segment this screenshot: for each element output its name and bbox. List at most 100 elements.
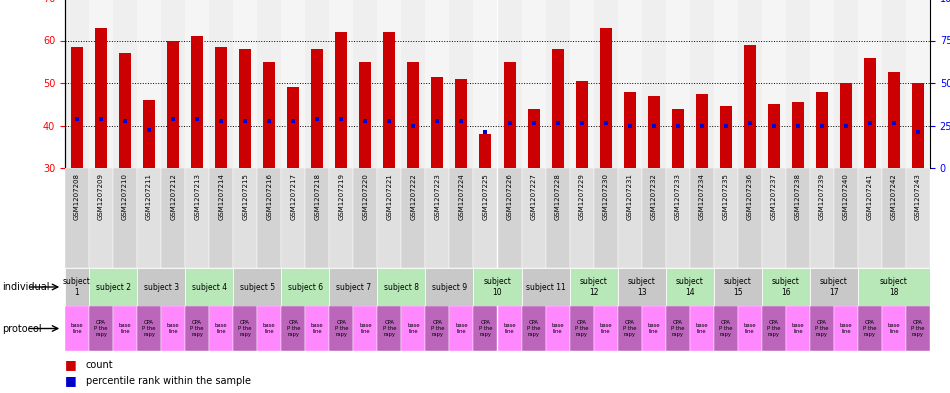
Bar: [377, 168, 402, 268]
Bar: [762, 168, 786, 268]
Text: base
line: base line: [647, 323, 660, 334]
Text: subject 11: subject 11: [525, 283, 565, 292]
Text: base
line: base line: [744, 323, 756, 334]
Bar: [89, 0, 113, 168]
Text: GSM1207225: GSM1207225: [483, 173, 488, 220]
Text: GSM1207235: GSM1207235: [723, 173, 729, 220]
Bar: [263, 62, 276, 168]
Bar: [809, 306, 834, 351]
Text: CPA
P the
rapy: CPA P the rapy: [767, 320, 781, 337]
Bar: [353, 306, 377, 351]
Text: GSM1207211: GSM1207211: [146, 173, 152, 220]
Bar: [641, 0, 666, 168]
Bar: [65, 268, 89, 306]
Bar: [690, 0, 713, 168]
Bar: [449, 168, 473, 268]
Bar: [185, 306, 209, 351]
Bar: [713, 306, 738, 351]
Text: GSM1207233: GSM1207233: [674, 173, 681, 220]
Bar: [185, 0, 209, 168]
Text: base
line: base line: [70, 323, 84, 334]
Text: GSM1207236: GSM1207236: [747, 173, 752, 220]
Bar: [480, 134, 491, 168]
Text: GSM1207213: GSM1207213: [194, 173, 200, 220]
Text: GSM1207223: GSM1207223: [434, 173, 441, 220]
Bar: [498, 168, 522, 268]
Bar: [402, 306, 426, 351]
Bar: [162, 306, 185, 351]
Bar: [162, 0, 185, 168]
Bar: [762, 306, 786, 351]
Bar: [305, 168, 330, 268]
Bar: [570, 306, 594, 351]
Text: subject
1: subject 1: [63, 277, 91, 297]
Text: GSM1207209: GSM1207209: [98, 173, 104, 220]
Text: CPA
P the
rapy: CPA P the rapy: [623, 320, 636, 337]
Text: GSM1207227: GSM1207227: [530, 173, 537, 220]
Bar: [618, 0, 641, 168]
Bar: [377, 306, 402, 351]
Text: CPA
P the
rapy: CPA P the rapy: [671, 320, 684, 337]
Text: individual: individual: [2, 282, 49, 292]
Bar: [137, 306, 162, 351]
Text: CPA
P the
rapy: CPA P the rapy: [864, 320, 877, 337]
Text: GSM1207210: GSM1207210: [122, 173, 128, 220]
Bar: [738, 0, 762, 168]
Text: base
line: base line: [119, 323, 131, 334]
Bar: [287, 87, 299, 168]
Bar: [455, 79, 467, 168]
Text: GSM1207230: GSM1207230: [602, 173, 609, 220]
Bar: [888, 72, 900, 168]
Bar: [641, 306, 666, 351]
Text: subject
18: subject 18: [880, 277, 908, 297]
Text: GSM1207237: GSM1207237: [770, 173, 777, 220]
Text: CPA
P the
rapy: CPA P the rapy: [287, 320, 300, 337]
Bar: [594, 168, 618, 268]
Text: GSM1207212: GSM1207212: [170, 173, 176, 220]
Text: CPA
P the
rapy: CPA P the rapy: [575, 320, 588, 337]
Text: ■: ■: [65, 375, 77, 387]
Text: GSM1207243: GSM1207243: [915, 173, 921, 220]
Bar: [162, 168, 185, 268]
Bar: [840, 83, 852, 168]
Bar: [449, 0, 473, 168]
Bar: [792, 102, 804, 168]
Bar: [570, 168, 594, 268]
Text: subject
17: subject 17: [820, 277, 847, 297]
Text: GSM1207215: GSM1207215: [242, 173, 248, 220]
Bar: [233, 0, 257, 168]
Bar: [522, 0, 545, 168]
Bar: [473, 168, 498, 268]
Bar: [281, 0, 305, 168]
Text: GSM1207232: GSM1207232: [651, 173, 656, 220]
Bar: [65, 306, 89, 351]
Text: subject
12: subject 12: [580, 277, 608, 297]
Bar: [666, 0, 690, 168]
Bar: [666, 306, 690, 351]
Text: GSM1207217: GSM1207217: [291, 173, 296, 220]
Bar: [377, 0, 402, 168]
Text: base
line: base line: [840, 323, 852, 334]
Text: CPA
P the
rapy: CPA P the rapy: [142, 320, 156, 337]
Bar: [426, 268, 473, 306]
Bar: [65, 0, 89, 168]
Bar: [594, 0, 618, 168]
Text: CPA
P the
rapy: CPA P the rapy: [719, 320, 732, 337]
Text: base
line: base line: [791, 323, 804, 334]
Text: base
line: base line: [551, 323, 564, 334]
Bar: [504, 62, 516, 168]
Text: CPA
P the
rapy: CPA P the rapy: [383, 320, 396, 337]
Bar: [335, 32, 348, 168]
Bar: [209, 306, 233, 351]
Bar: [690, 168, 713, 268]
Bar: [431, 77, 444, 168]
Bar: [113, 306, 137, 351]
Text: GSM1207224: GSM1207224: [459, 173, 465, 220]
Text: ■: ■: [65, 358, 77, 371]
Bar: [498, 306, 522, 351]
Bar: [545, 168, 570, 268]
Bar: [119, 53, 131, 168]
Bar: [281, 168, 305, 268]
Bar: [738, 306, 762, 351]
Bar: [95, 28, 107, 168]
